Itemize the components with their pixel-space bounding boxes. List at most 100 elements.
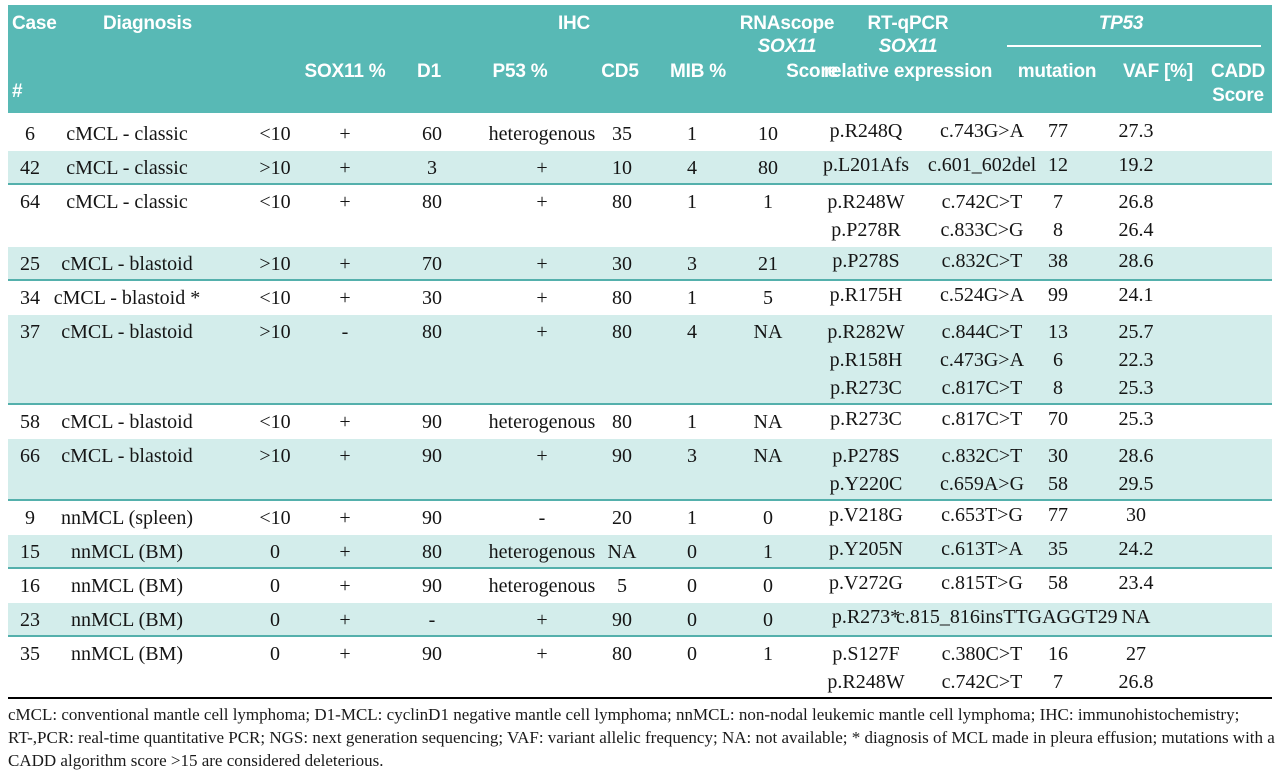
- cell-sox11-pct: 0: [270, 609, 280, 631]
- cell-mutation-protein: p.R273*: [831, 606, 901, 628]
- cell-case-number: 64: [20, 191, 40, 213]
- cell-case-number: 58: [20, 411, 40, 433]
- cell-cd5: +: [536, 643, 548, 665]
- cell-d1: +: [339, 287, 351, 309]
- cell-sox11-pct: <10: [259, 411, 291, 433]
- cell-d1: +: [339, 411, 351, 433]
- cell-mutation-cdna: c.524G>A: [939, 284, 1025, 306]
- cell-p53-pct: 60: [422, 123, 442, 145]
- cell-d1: -: [341, 321, 349, 343]
- cell-mib-pct: 35: [612, 123, 632, 145]
- cell-relative-expression: NA: [753, 445, 783, 467]
- cell-d1: +: [339, 541, 351, 563]
- cell-cd5: +: [536, 609, 548, 631]
- cell-p53-pct: 3: [427, 157, 437, 179]
- cell-diagnosis: cMCL - blastoid: [61, 411, 193, 433]
- cell-p53-pct: 90: [422, 411, 442, 433]
- cell-relative-expression: 0: [763, 507, 773, 529]
- cell-d1: +: [339, 157, 351, 179]
- cell-mib-pct: 80: [612, 321, 632, 343]
- col-header-rtqpcr-sox11: SOX11: [878, 36, 938, 57]
- cell-diagnosis: nnMCL (BM): [70, 643, 184, 665]
- cell-diagnosis: nnMCL (BM): [70, 541, 184, 563]
- cell-mutation-protein: p.Y205N: [829, 538, 903, 560]
- cell-cd5: +: [536, 321, 548, 343]
- cell-vaf: 13 6 8: [1048, 321, 1068, 399]
- cell-cadd-score: 28.6 29.5: [1118, 445, 1154, 495]
- col-header-cadd-line1: CADD: [1210, 61, 1266, 82]
- cell-diagnosis: nnMCL (BM): [70, 609, 184, 631]
- cell-cadd-score: 27 26.8: [1118, 643, 1154, 693]
- cell-cadd-score: NA: [1121, 606, 1151, 628]
- cell-relative-expression: 21: [758, 253, 778, 275]
- cell-mutation-cdna: c.832C>T: [941, 250, 1023, 272]
- cell-diagnosis: nnMCL (BM): [70, 575, 184, 597]
- cell-cadd-score: 30: [1126, 504, 1146, 526]
- cell-relative-expression: 0: [763, 609, 773, 631]
- cell-sox11-pct: <10: [259, 287, 291, 309]
- cell-relative-expression: 5: [763, 287, 773, 309]
- cell-mutation-cdna: c.742C>T c.833C>G: [940, 191, 1024, 241]
- cell-vaf: 38: [1048, 250, 1068, 272]
- cell-cadd-score: 26.8 26.4: [1118, 191, 1154, 241]
- cell-diagnosis: cMCL - blastoid: [61, 253, 193, 275]
- cell-vaf: 12: [1048, 154, 1068, 176]
- cell-case-number: 35: [20, 643, 40, 665]
- cell-cd5: +: [536, 253, 548, 275]
- table-row: 42 cMCL - classic >10 + 3 + 10 4 80 p.L2…: [8, 151, 1272, 185]
- cell-relative-expression: 1: [763, 541, 773, 563]
- cell-mutation-cdna: c.653T>G: [941, 504, 1023, 526]
- table-row: 6 cMCL - classic <10 + 60 heterogenous 3…: [8, 117, 1272, 151]
- cell-mutation-cdna: c.815_816insTTGAGGT29: [896, 606, 1118, 628]
- cell-mutation-cdna: c.832C>T c.659A>G: [939, 445, 1025, 495]
- cell-sox11-pct: >10: [259, 445, 291, 467]
- cell-mutation-protein: p.V272G: [829, 572, 903, 594]
- cell-diagnosis: cMCL - blastoid: [61, 321, 193, 343]
- cell-cd5: +: [536, 445, 548, 467]
- cell-mutation-cdna: c.601_602del: [927, 154, 1037, 176]
- footnote-rule: [8, 697, 1272, 699]
- cell-cd5: heterogenous: [488, 123, 596, 145]
- table-footnote: cMCL: conventional mantle cell lymphoma;…: [8, 705, 1275, 770]
- tp53-mutations-table: Case # Diagnosis IHC SOX11 % D1 P53 % CD…: [8, 5, 1272, 699]
- cell-sox11-pct: >10: [259, 157, 291, 179]
- cell-mutation-cdna: c.815T>G: [941, 572, 1023, 594]
- cell-rnascope-score: 0: [687, 609, 697, 631]
- col-header-rtqpcr: RT-qPCR: [867, 13, 949, 34]
- cell-mib-pct: 10: [612, 157, 632, 179]
- cell-d1: +: [339, 643, 351, 665]
- cell-rnascope-score: 0: [687, 541, 697, 563]
- cell-p53-pct: -: [428, 609, 436, 631]
- col-header-rnascope-sox11: SOX11: [757, 36, 817, 57]
- group-header-tp53: TP53: [1098, 13, 1144, 34]
- cell-vaf: 16 7: [1048, 643, 1068, 693]
- cell-cd5: -: [538, 507, 546, 529]
- col-header-cd5: CD5: [601, 61, 639, 82]
- table-row: 64 cMCL - classic <10 + 80 + 80 1 1 p.R2…: [8, 185, 1272, 247]
- cell-d1: +: [339, 575, 351, 597]
- cell-cd5: +: [536, 157, 548, 179]
- cell-d1: +: [339, 123, 351, 145]
- cell-mutation-cdna: c.817C>T: [941, 408, 1023, 430]
- cell-relative-expression: 1: [763, 191, 773, 213]
- table-row: 25 cMCL - blastoid >10 + 70 + 30 3 21 p.…: [8, 247, 1272, 281]
- col-header-diagnosis: Diagnosis: [103, 13, 192, 34]
- cell-mib-pct: 90: [612, 609, 632, 631]
- cell-relative-expression: NA: [753, 411, 783, 433]
- cell-mib-pct: 90: [612, 445, 632, 467]
- cell-case-number: 15: [20, 541, 40, 563]
- table-row: 9 nnMCL (spleen) <10 + 90 - 20 1 0 p.V21…: [8, 501, 1272, 535]
- cell-mutation-protein: p.R273C: [830, 408, 902, 430]
- cell-rnascope-score: 1: [687, 507, 697, 529]
- cell-cadd-score: 23.4: [1118, 572, 1154, 594]
- cell-mib-pct: NA: [607, 541, 637, 563]
- cell-p53-pct: 80: [422, 321, 442, 343]
- cell-rnascope-score: 4: [687, 321, 697, 343]
- cell-relative-expression: 80: [758, 157, 778, 179]
- cell-mutation-cdna: c.844C>T c.473G>A c.817C>T: [939, 321, 1025, 399]
- cell-mutation-protein: p.R248W p.P278R: [827, 191, 905, 241]
- cell-mib-pct: 5: [617, 575, 627, 597]
- cell-d1: +: [339, 507, 351, 529]
